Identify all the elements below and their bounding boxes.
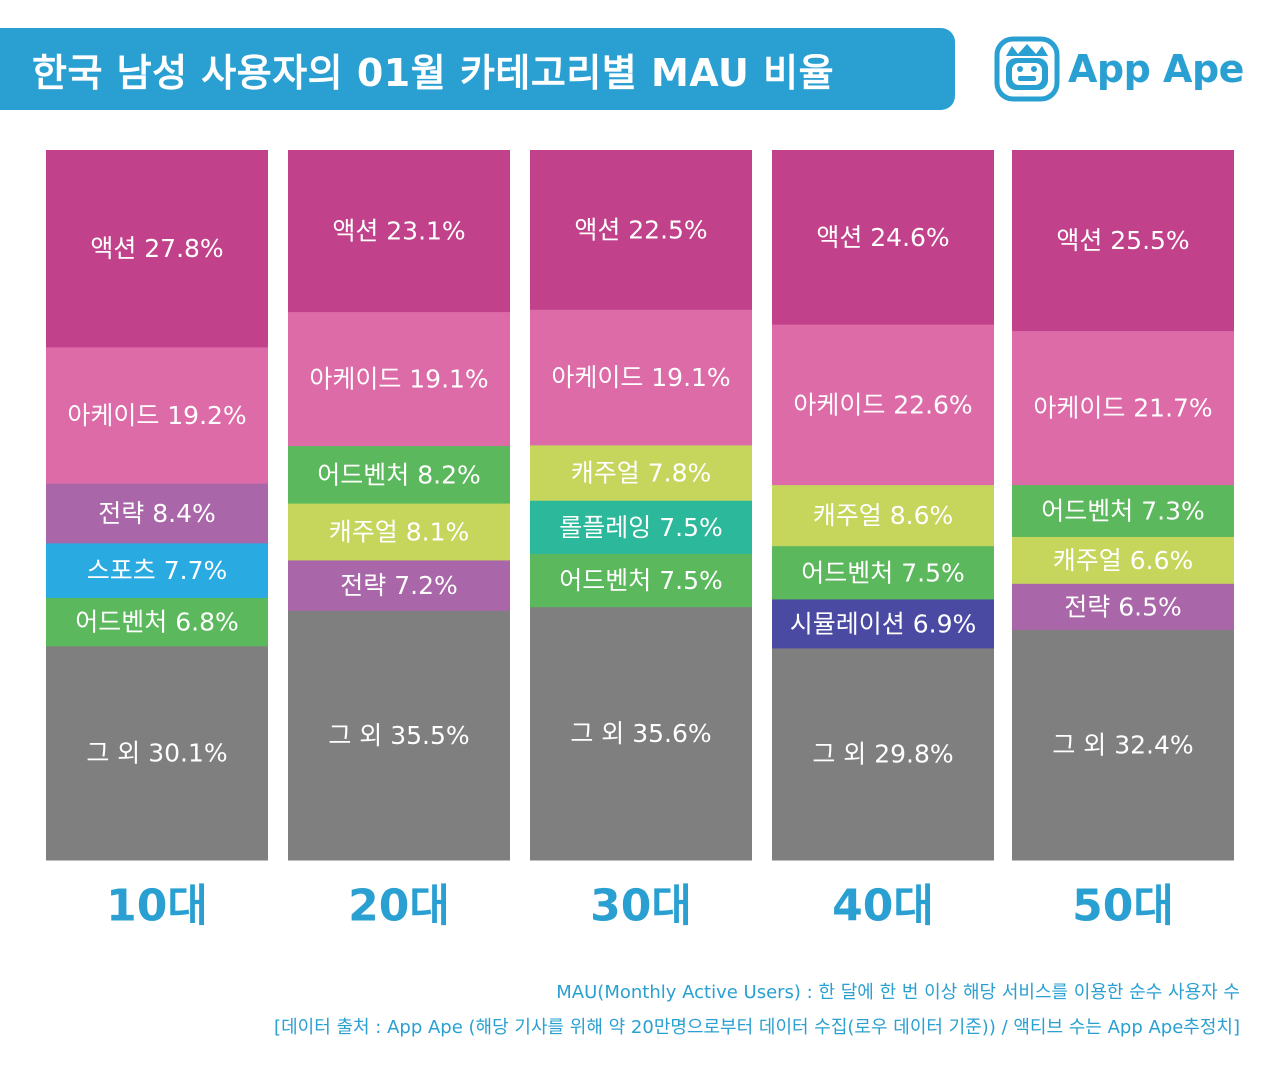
- footnote-mau-definition: MAU(Monthly Active Users) : 한 달에 한 번 이상 …: [556, 982, 1240, 1003]
- bar-segment-adventure: [772, 546, 994, 600]
- data-label: 시뮬레이션 6.9%: [790, 609, 976, 638]
- bar-segment-arcade: [1012, 331, 1234, 486]
- data-label: 그 외 35.6%: [570, 719, 711, 748]
- data-label: 아케이드 21.7%: [1033, 394, 1212, 423]
- data-label: 캐주얼 6.6%: [1053, 546, 1193, 575]
- app-ape-logo: App Ape: [994, 34, 1264, 104]
- stacked-bar-chart: 액션 27.8% 아케이드 19.2% 전략 8.4% 스포츠 7.7% 어드벤처 6.…: [46, 150, 1234, 932]
- data-label: 액션 23.1%: [332, 217, 465, 246]
- bar-segment-action: [46, 150, 268, 348]
- data-label: 액션 24.6%: [816, 223, 949, 252]
- bar-segment-casual: [772, 485, 994, 547]
- x-tick-label: 40대: [832, 881, 934, 932]
- data-label: 아케이드 22.6%: [793, 390, 972, 419]
- x-tick-label: 50대: [1072, 881, 1174, 932]
- bar-segment-arcade: [530, 309, 752, 446]
- bar-segment-adventure: [1012, 485, 1234, 538]
- data-label: 어드벤처 8.2%: [317, 460, 480, 489]
- footnote-data-source: [데이터 출처 : App Ape (해당 기사를 위해 약 20만명으로부터 …: [274, 1017, 1240, 1038]
- data-label: 그 외 29.8%: [812, 740, 953, 769]
- page-title: 한국 남성 사용자의 01월 카테고리별 MAU 비율: [0, 28, 955, 110]
- data-label: 아케이드 19.2%: [67, 401, 246, 430]
- data-label: 액션 22.5%: [574, 215, 707, 244]
- data-label: 전략 7.2%: [340, 571, 457, 600]
- data-label: 캐주얼 8.1%: [329, 518, 469, 547]
- bar-segment-other: [530, 607, 752, 861]
- bar-segment-action: [530, 150, 752, 311]
- data-label: 아케이드 19.1%: [309, 365, 488, 394]
- bar-segment-action: [1012, 150, 1234, 332]
- bar-segment-casual: [288, 503, 510, 561]
- data-label: 전략 6.5%: [1064, 592, 1181, 621]
- ape-face-icon: [994, 36, 1060, 102]
- bar-segment-adventure: [530, 553, 752, 608]
- data-label: 캐주얼 7.8%: [571, 459, 711, 488]
- bar-segment-arcade: [772, 324, 994, 486]
- bar-segment-other: [288, 610, 510, 861]
- bar-segment-action: [288, 150, 510, 313]
- data-label: 전략 8.4%: [98, 499, 215, 528]
- bar-segment-other: [772, 648, 994, 861]
- data-label: 어드벤처 7.3%: [1041, 497, 1204, 526]
- data-label: 어드벤처 6.8%: [75, 608, 238, 637]
- data-label: 스포츠 7.7%: [87, 556, 227, 585]
- bar-segment-casual: [1012, 536, 1234, 585]
- bar-segment-sports: [46, 543, 268, 599]
- data-label: 액션 25.5%: [1056, 226, 1189, 255]
- bar-segment-adventure: [288, 446, 510, 505]
- bar-segment-arcade: [288, 312, 510, 447]
- data-label: 캐주얼 8.6%: [813, 501, 953, 530]
- x-tick-label: 30대: [590, 881, 692, 932]
- bar-segment-simulation: [772, 599, 994, 649]
- bar-segment-strategy: [46, 483, 268, 544]
- bar-segment-strategy: [1012, 583, 1234, 631]
- data-label: 어드벤처 7.5%: [801, 558, 964, 587]
- data-label: 그 외 32.4%: [1052, 730, 1193, 759]
- logo-text: App Ape: [1068, 47, 1244, 91]
- bar-segment-other: [46, 646, 268, 861]
- bar-segment-action: [772, 150, 994, 326]
- data-label: 그 외 30.1%: [86, 739, 227, 768]
- bar-segment-other: [1012, 629, 1234, 861]
- bar-segment-roleplaying: [530, 500, 752, 555]
- bar-segment-adventure: [46, 598, 268, 647]
- data-label: 롤플레잉 7.5%: [559, 513, 722, 542]
- data-label: 아케이드 19.1%: [551, 363, 730, 392]
- x-tick-label: 20대: [348, 881, 450, 932]
- data-label: 액션 27.8%: [90, 234, 223, 263]
- x-tick-label: 10대: [106, 881, 208, 932]
- bar-segment-strategy: [288, 560, 510, 612]
- bar-segment-casual: [530, 445, 752, 502]
- data-label: 그 외 35.5%: [328, 721, 469, 750]
- data-label: 어드벤처 7.5%: [559, 566, 722, 595]
- bar-segment-arcade: [46, 347, 268, 485]
